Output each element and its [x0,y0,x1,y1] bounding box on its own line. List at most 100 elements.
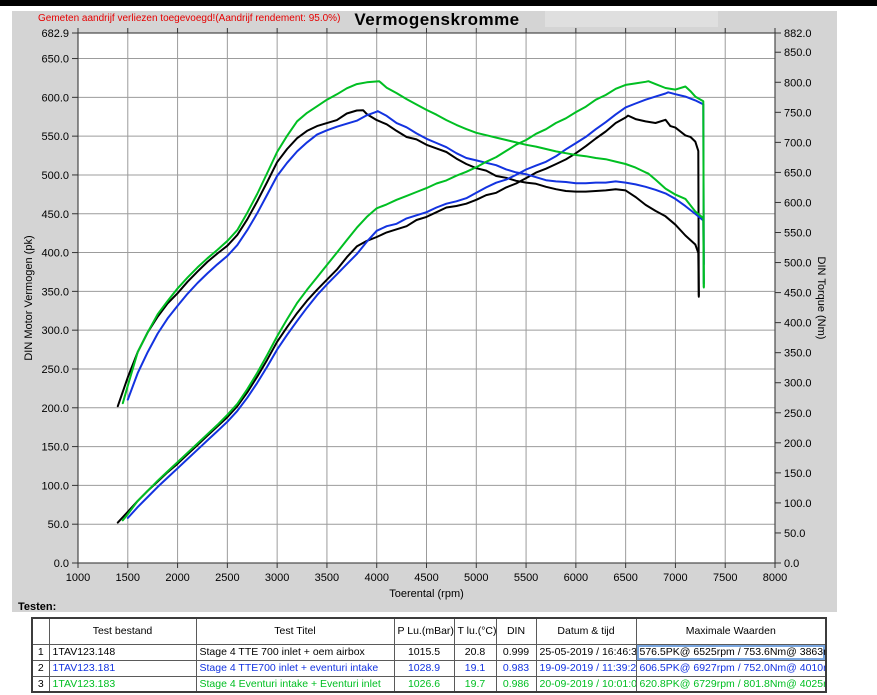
drivetrain-loss-warning: Gemeten aandrijf verliezen toegevoegd!(A… [38,13,341,24]
cell-file-row1[interactable]: 1TAV123.148 [48,643,197,661]
y-left-tick-label: 350.0 [41,286,69,298]
x-tick-label: 1500 [116,572,140,584]
x-tick-label: 3000 [265,572,289,584]
y-right-tick-label: 850.0 [784,47,812,59]
y-left-axis-title: DIN Motor Vermogen (pk) [23,235,35,360]
top-border-bar [0,0,877,6]
cell-title-row3[interactable]: Stage 4 Eventuri intake + Eventuri inlet [195,675,395,693]
cell-p_lu-row1[interactable]: 1015.5 [393,643,455,661]
cell-t_lu-row1[interactable]: 20.8 [453,643,497,661]
column-header-DIN: DIN [495,617,537,645]
cell-num-row2[interactable]: 2 [31,659,50,677]
column-header-Test bestand: Test bestand [48,617,197,645]
y-right-tick-label: 450.0 [784,288,812,300]
tests-table-header-row: Test bestand Test Titel P Lu.(mBar) T lu.(°… [31,617,827,645]
y-right-tick-label: 600.0 [784,197,812,209]
y-left-tick-label: 450.0 [41,209,69,221]
y-left-tick-label: 600.0 [41,92,69,104]
cell-t_lu-row2[interactable]: 19.1 [453,659,497,677]
y-right-tick-label: 50.0 [784,528,805,540]
curve-torque-2 [126,110,705,401]
y-right-tick-label: 800.0 [784,77,812,89]
cell-datetime-row1[interactable]: 25-05-2019 / 16:46:36 [535,643,637,661]
y-left-tick-label: 650.0 [41,54,69,66]
y-right-tick-label: 300.0 [784,378,812,390]
y-right-tick-label: 100.0 [784,498,812,510]
curve-power-2 [126,91,705,519]
x-tick-label: 4500 [414,572,438,584]
title-highlight-box [545,11,718,27]
cell-t_lu-row3[interactable]: 19.7 [453,675,497,693]
y-left-tick-label: 200.0 [41,403,69,415]
column-header-row-number [31,617,50,645]
y-right-tick-label: 500.0 [784,258,812,270]
tests-table: Test bestand Test Titel P Lu.(mBar) T lu.(°… [31,617,827,693]
column-header-Maximale Waarden: Maximale Waarden [635,617,827,645]
x-tick-label: 7500 [713,572,737,584]
x-tick-label: 2500 [215,572,239,584]
curve-torque-1 [116,109,700,408]
y-left-tick-label: 400.0 [41,248,69,260]
y-right-tick-label: 550.0 [784,228,812,240]
x-tick-label: 6000 [564,572,588,584]
y-right-tick-label: 200.0 [784,438,812,450]
y-left-tick-label: 0.0 [54,558,69,570]
x-axis-title: Toerental (rpm) [389,588,464,600]
cell-max-row2[interactable]: 606.5PK@ 6927rpm / 752.0Nm@ 4010rpm [635,659,827,677]
cell-din-row2[interactable]: 0.983 [495,659,537,677]
x-tick-label: 4000 [364,572,388,584]
column-header-Datum & tijd: Datum & tijd [535,617,637,645]
cell-din-row3[interactable]: 0.986 [495,675,537,693]
test-row-1[interactable]: 1 1TAV123.148 Stage 4 TTE 700 inlet + oem … [31,643,827,661]
test-row-2[interactable]: 2 1TAV123.181 Stage 4 TTE700 inlet + event… [31,659,827,677]
x-tick-label: 8000 [763,572,787,584]
cell-title-row1[interactable]: Stage 4 TTE 700 inlet + oem airbox [195,643,395,661]
y-right-tick-label: 882.0 [784,28,812,40]
cell-file-row2[interactable]: 1TAV123.181 [48,659,197,677]
y-left-tick-label: 250.0 [41,364,69,376]
y-right-tick-label: 400.0 [784,318,812,330]
y-right-tick-label: 750.0 [784,107,812,119]
curve-power-1 [116,114,700,524]
cell-title-row2[interactable]: Stage 4 TTE700 inlet + eventuri intake [195,659,395,677]
y-right-axis-title: DIN Torque (Nm) [815,257,827,340]
x-tick-label: 1000 [66,572,90,584]
x-tick-label: 3500 [315,572,339,584]
y-left-tick-label: 150.0 [41,442,69,454]
y-right-tick-label: 700.0 [784,137,812,149]
column-header-Test Titel: Test Titel [195,617,395,645]
cell-max-row1[interactable]: 576.5PK@ 6525rpm / 753.6Nm@ 3863rpm [635,643,827,661]
y-left-tick-label: 550.0 [41,131,69,143]
column-header-T lu.(°C): T lu.(°C) [453,617,497,645]
curve-power-3 [121,80,705,522]
cell-datetime-row3[interactable]: 20-09-2019 / 10:01:08 [535,675,637,693]
x-tick-label: 6500 [613,572,637,584]
y-right-tick-label: 350.0 [784,348,812,360]
cell-datetime-row2[interactable]: 19-09-2019 / 11:39:20 [535,659,637,677]
cell-file-row3[interactable]: 1TAV123.183 [48,675,197,693]
cell-num-row3[interactable]: 3 [31,675,50,693]
x-tick-label: 5500 [514,572,538,584]
power-torque-chart: 1000 1500 2000 2500 3000 3500 4000 4500 5000 5500… [23,28,827,600]
cell-din-row1[interactable]: 0.999 [495,643,537,661]
y-left-tick-label: 100.0 [41,480,69,492]
curve-torque-3 [121,80,705,405]
tests-section-label: Testen: [18,601,57,613]
cell-num-row1[interactable]: 1 [31,643,50,661]
y-left-tick-label: 300.0 [41,325,69,337]
cell-p_lu-row2[interactable]: 1028.9 [393,659,455,677]
cell-p_lu-row3[interactable]: 1026.6 [393,675,455,693]
y-left-tick-label: 500.0 [41,170,69,182]
chart-panel: Gemeten aandrijf verliezen toegevoegd!(A… [12,10,837,612]
cell-max-row3[interactable]: 620.8PK@ 6729rpm / 801.8Nm@ 4025rpm [635,675,827,693]
column-header-P Lu.(mBar): P Lu.(mBar) [393,617,455,645]
test-row-3[interactable]: 3 1TAV123.183 Stage 4 Eventuri intake + Ev… [31,675,827,693]
y-right-tick-label: 650.0 [784,167,812,179]
y-right-tick-label: 150.0 [784,468,812,480]
x-tick-label: 7000 [663,572,687,584]
y-right-tick-label: 0.0 [784,558,799,570]
chart-title: Vermogenskromme [354,10,520,29]
x-tick-label: 2000 [165,572,189,584]
x-tick-label: 5000 [464,572,488,584]
